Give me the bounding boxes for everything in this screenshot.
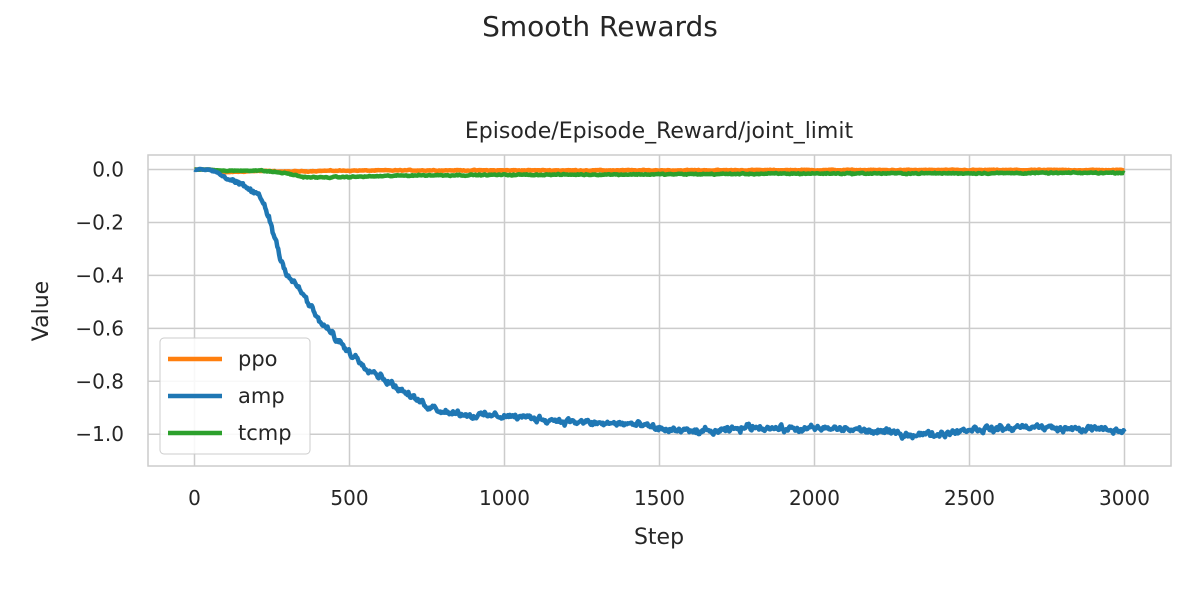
legend-label-ppo: ppo bbox=[238, 347, 278, 371]
series-layer bbox=[193, 166, 1127, 441]
legend-box bbox=[159, 337, 311, 455]
y-tick-label: −0.2 bbox=[75, 210, 124, 234]
x-tick-label: 0 bbox=[188, 486, 201, 510]
figure-suptitle: Smooth Rewards bbox=[482, 10, 718, 43]
series-line-ppo bbox=[193, 167, 1126, 175]
y-tick-label: −0.4 bbox=[75, 263, 124, 287]
x-tick-label: 2500 bbox=[944, 486, 995, 510]
x-tick-label: 500 bbox=[330, 486, 368, 510]
y-tick-label: −0.6 bbox=[75, 316, 124, 340]
series-line-tcmp bbox=[193, 167, 1126, 181]
y-axis-label: Value bbox=[29, 281, 54, 341]
y-tick-label: −1.0 bbox=[75, 422, 124, 446]
x-tick-label: 1000 bbox=[479, 486, 530, 510]
x-axis-label: Step bbox=[634, 525, 684, 550]
legend-label-amp: amp bbox=[238, 384, 285, 408]
x-tick-label: 3000 bbox=[1099, 486, 1150, 510]
x-tick-label: 2000 bbox=[789, 486, 840, 510]
chart-title: Episode/Episode_Reward/joint_limit bbox=[465, 119, 854, 144]
series-line-amp bbox=[193, 166, 1127, 441]
legend-label-tcmp: tcmp bbox=[238, 421, 292, 445]
legend: ppo amp tcmp bbox=[159, 337, 311, 455]
plot-frame bbox=[147, 154, 1172, 467]
y-tick-label: −0.8 bbox=[75, 369, 124, 393]
x-tick-label: 1500 bbox=[634, 486, 685, 510]
tick-labels: 0 500 1000 1500 2000 2500 3000 0.0 −0.2 −0.4 −0.6 −… bbox=[75, 158, 1150, 510]
y-tick-label: 0.0 bbox=[92, 158, 124, 182]
